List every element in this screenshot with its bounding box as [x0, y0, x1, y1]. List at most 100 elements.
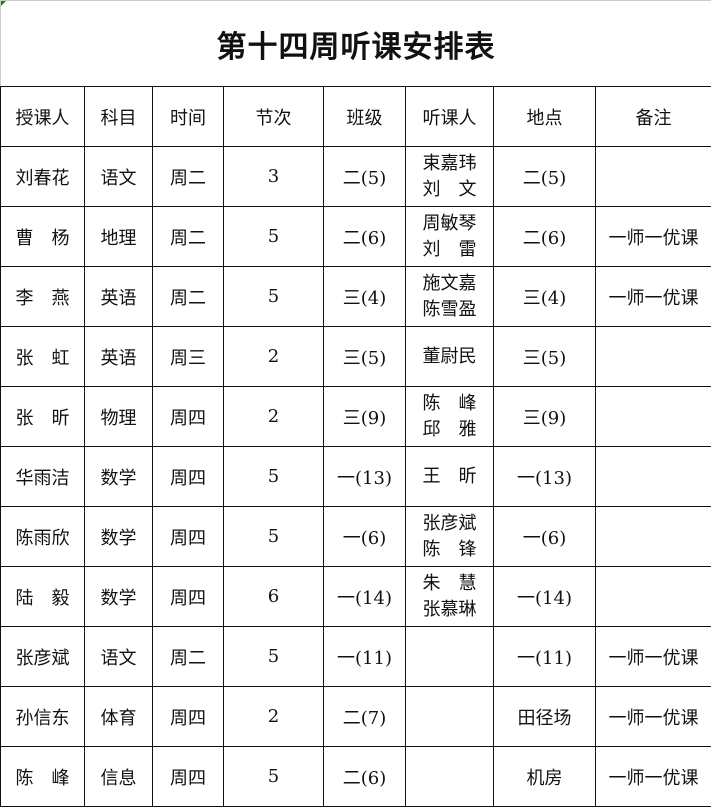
place-cell[interactable]: 一(14) — [493, 566, 596, 627]
place-cell[interactable]: 机房 — [493, 746, 596, 807]
subject-cell[interactable]: 数学 — [84, 506, 153, 567]
teacher-cell[interactable]: 华雨洁 — [0, 446, 85, 507]
place-cell[interactable]: 三(5) — [493, 326, 596, 387]
listeners-cell[interactable] — [405, 746, 494, 807]
day-cell[interactable]: 周四 — [152, 446, 224, 507]
subject-cell[interactable]: 物理 — [84, 386, 153, 447]
note-cell[interactable]: 一师一优课 — [595, 626, 711, 687]
place-cell[interactable]: 一(6) — [493, 506, 596, 567]
listeners-cell[interactable]: 束嘉玮刘 文 — [405, 146, 494, 207]
class-cell[interactable]: 一(6) — [323, 506, 406, 567]
day-cell[interactable]: 周四 — [152, 566, 224, 627]
period-cell[interactable]: 5 — [223, 446, 324, 507]
listeners-cell[interactable]: 陈 峰邱 雅 — [405, 386, 494, 447]
day-cell[interactable]: 周四 — [152, 686, 224, 747]
day-cell[interactable]: 周二 — [152, 146, 224, 207]
class-cell[interactable]: 三(9) — [323, 386, 406, 447]
header-teacher[interactable]: 授课人 — [0, 86, 85, 147]
day-cell[interactable]: 周四 — [152, 506, 224, 567]
subject-cell[interactable]: 英语 — [84, 266, 153, 327]
note-cell[interactable] — [595, 386, 711, 447]
header-row: 授课人 科目 时间 节次 班级 听课人 地点 备注 — [0, 86, 711, 147]
teacher-cell[interactable]: 张彦斌 — [0, 626, 85, 687]
listeners-cell[interactable]: 张彦斌陈 锋 — [405, 506, 494, 567]
subject-cell[interactable]: 英语 — [84, 326, 153, 387]
class-cell[interactable]: 二(5) — [323, 146, 406, 207]
teacher-cell[interactable]: 刘春花 — [0, 146, 85, 207]
class-cell[interactable]: 二(6) — [323, 206, 406, 267]
teacher-cell[interactable]: 孙信东 — [0, 686, 85, 747]
header-day[interactable]: 时间 — [152, 86, 224, 147]
listeners-cell[interactable]: 朱 慧张慕琳 — [405, 566, 494, 627]
listeners-cell[interactable]: 施文嘉 陈雪盈 — [405, 266, 494, 327]
class-cell[interactable]: 二(7) — [323, 686, 406, 747]
subject-cell[interactable]: 信息 — [84, 746, 153, 807]
listeners-cell[interactable]: 王 昕 — [405, 446, 494, 507]
note-cell[interactable]: 一师一优课 — [595, 206, 711, 267]
period-cell[interactable]: 5 — [223, 266, 324, 327]
listeners-cell[interactable] — [405, 626, 494, 687]
class-cell[interactable]: 一(14) — [323, 566, 406, 627]
note-cell[interactable]: 一师一优课 — [595, 746, 711, 807]
teacher-cell[interactable]: 陈雨欣 — [0, 506, 85, 567]
class-cell[interactable]: 一(11) — [323, 626, 406, 687]
subject-cell[interactable]: 体育 — [84, 686, 153, 747]
subject-cell[interactable]: 地理 — [84, 206, 153, 267]
teacher-cell[interactable]: 陆 毅 — [0, 566, 85, 627]
day-cell[interactable]: 周二 — [152, 206, 224, 267]
teacher-cell[interactable]: 张 虹 — [0, 326, 85, 387]
header-subject[interactable]: 科目 — [84, 86, 153, 147]
class-cell[interactable]: 三(4) — [323, 266, 406, 327]
teacher-cell[interactable]: 曹 杨 — [0, 206, 85, 267]
note-cell[interactable]: 一师一优课 — [595, 266, 711, 327]
class-cell[interactable]: 一(13) — [323, 446, 406, 507]
place-cell[interactable]: 二(5) — [493, 146, 596, 207]
subject-cell[interactable]: 语文 — [84, 626, 153, 687]
note-cell[interactable] — [595, 446, 711, 507]
period-cell[interactable]: 3 — [223, 146, 324, 207]
subject-cell[interactable]: 数学 — [84, 446, 153, 507]
teacher-cell[interactable]: 陈 峰 — [0, 746, 85, 807]
note-cell[interactable]: 一师一优课 — [595, 686, 711, 747]
period-cell[interactable]: 6 — [223, 566, 324, 627]
note-cell[interactable] — [595, 146, 711, 207]
teacher-cell[interactable]: 张 昕 — [0, 386, 85, 447]
day-cell[interactable]: 周四 — [152, 386, 224, 447]
header-listeners[interactable]: 听课人 — [405, 86, 494, 147]
place-cell[interactable]: 三(9) — [493, 386, 596, 447]
table-row: 华雨洁 数学 周四 5 一(13) 王 昕一(13) — [0, 446, 711, 507]
class-cell[interactable]: 二(6) — [323, 746, 406, 807]
subject-cell[interactable]: 语文 — [84, 146, 153, 207]
place-cell[interactable]: 二(6) — [493, 206, 596, 267]
day-cell[interactable]: 周二 — [152, 266, 224, 327]
header-class[interactable]: 班级 — [323, 86, 406, 147]
schedule-table: 授课人 科目 时间 节次 班级 听课人 地点 备注 刘春花 语文 周二 3 二(5) 束嘉… — [0, 86, 711, 807]
header-place[interactable]: 地点 — [493, 86, 596, 147]
note-cell[interactable] — [595, 506, 711, 567]
note-cell[interactable] — [595, 566, 711, 627]
teacher-cell[interactable]: 李 燕 — [0, 266, 85, 327]
listeners-cell[interactable]: 董尉民 — [405, 326, 494, 387]
day-cell[interactable]: 周四 — [152, 746, 224, 807]
period-cell[interactable]: 5 — [223, 506, 324, 567]
place-cell[interactable]: 一(13) — [493, 446, 596, 507]
listeners-cell[interactable] — [405, 686, 494, 747]
period-cell[interactable]: 5 — [223, 626, 324, 687]
header-period[interactable]: 节次 — [223, 86, 324, 147]
listener-name: 王 昕 — [422, 465, 477, 487]
class-cell[interactable]: 三(5) — [323, 326, 406, 387]
period-cell[interactable]: 5 — [223, 206, 324, 267]
listeners-cell[interactable]: 周敏琴刘 雷 — [405, 206, 494, 267]
note-cell[interactable] — [595, 326, 711, 387]
period-cell[interactable]: 2 — [223, 686, 324, 747]
period-cell[interactable]: 5 — [223, 746, 324, 807]
header-note[interactable]: 备注 — [595, 86, 711, 147]
period-cell[interactable]: 2 — [223, 386, 324, 447]
period-cell[interactable]: 2 — [223, 326, 324, 387]
place-cell[interactable]: 三(4) — [493, 266, 596, 327]
subject-cell[interactable]: 数学 — [84, 566, 153, 627]
day-cell[interactable]: 周三 — [152, 326, 224, 387]
place-cell[interactable]: 一(11) — [493, 626, 596, 687]
day-cell[interactable]: 周二 — [152, 626, 224, 687]
place-cell[interactable]: 田径场 — [493, 686, 596, 747]
